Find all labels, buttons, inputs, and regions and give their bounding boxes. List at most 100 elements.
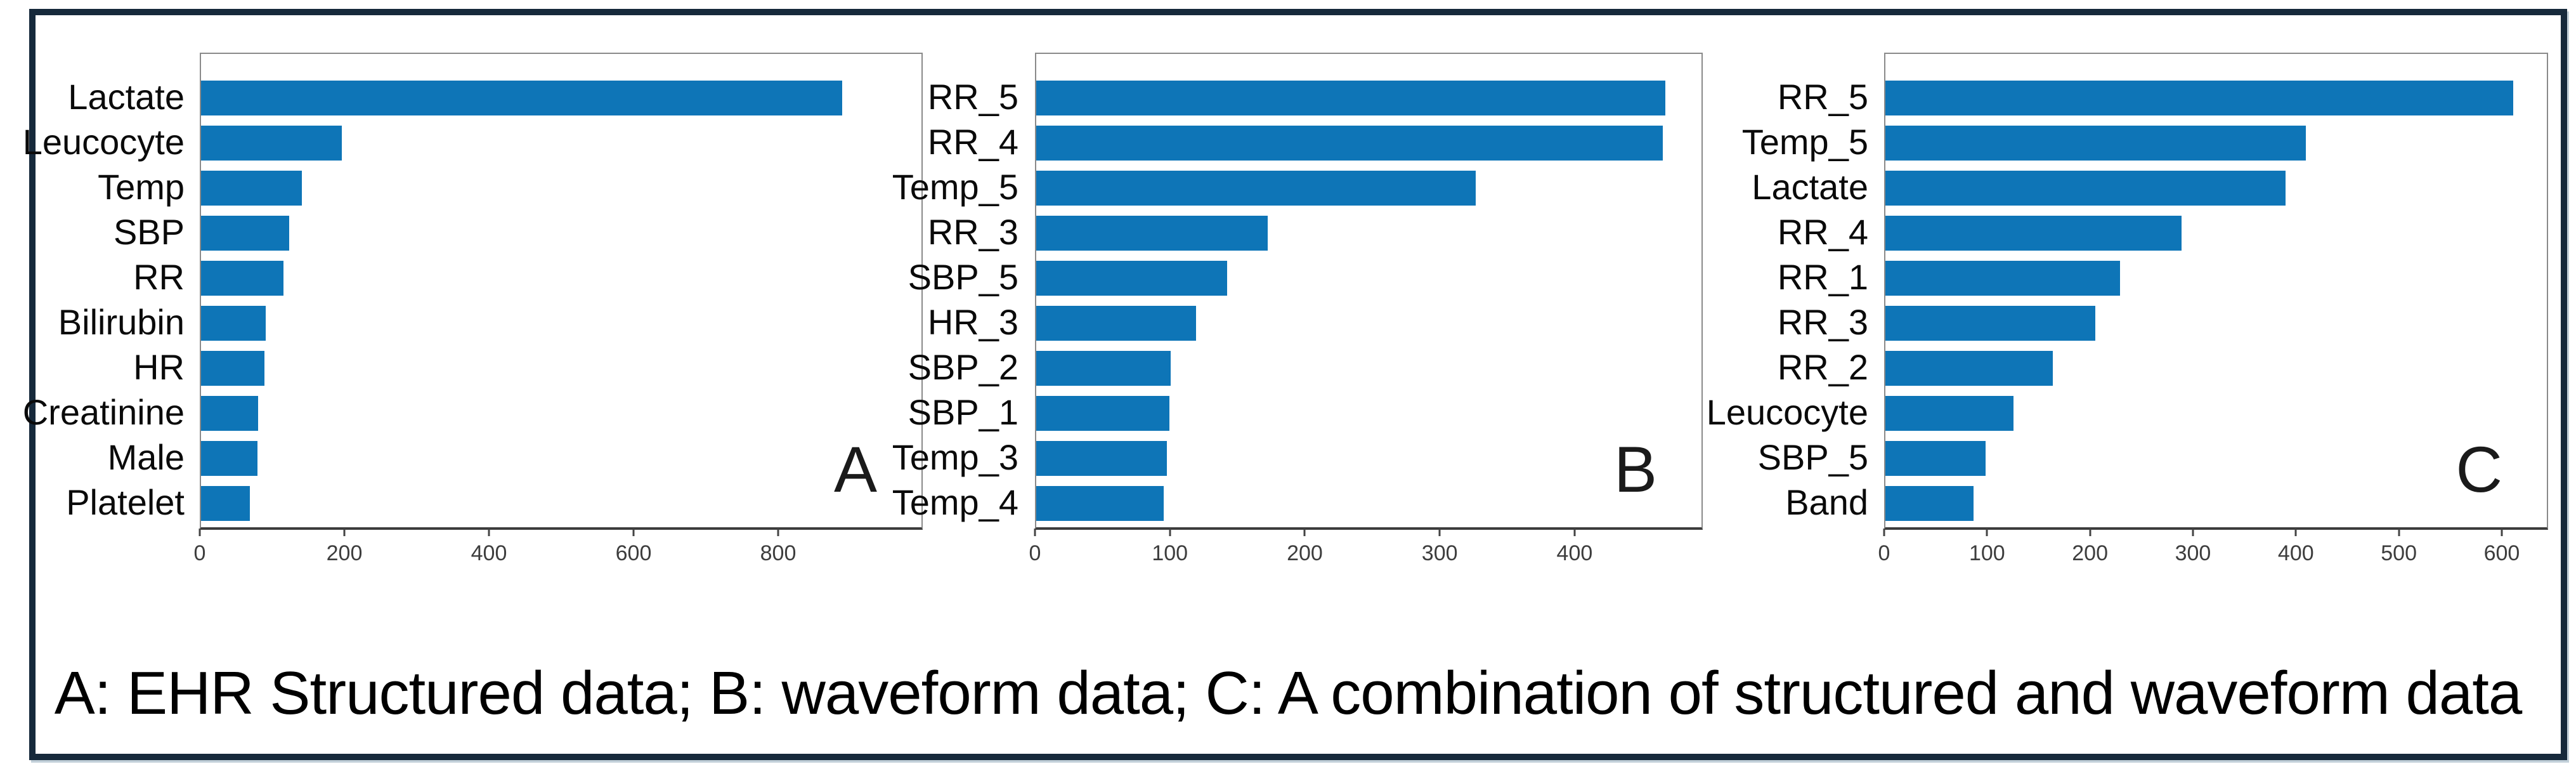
y-tick-label: Bilirubin	[58, 302, 185, 342]
bar-row	[201, 301, 921, 346]
y-tick-label: Creatinine	[22, 392, 185, 432]
bar-row	[201, 211, 921, 256]
bar	[1036, 261, 1227, 296]
y-tick-label: SBP	[113, 212, 185, 252]
x-tick-mark	[777, 529, 779, 536]
y-tick-label: SBP_2	[907, 347, 1018, 387]
panel-label: A	[833, 433, 877, 506]
x-tick-label: 0	[193, 541, 206, 565]
x-axis: 0 100 200 300 400	[1029, 529, 1703, 587]
plot-area: A	[200, 53, 923, 530]
x-tick-mark	[1573, 529, 1576, 536]
y-tick-label: RR_5	[1777, 77, 1868, 117]
y-tick-label: SBP_1	[907, 392, 1018, 432]
bar	[201, 261, 283, 296]
x-tick-label: 100	[1968, 541, 2005, 565]
x-tick-mark	[2192, 529, 2194, 536]
bar-row	[201, 76, 921, 121]
bar	[1036, 306, 1197, 341]
x-tick-label: 500	[2381, 541, 2417, 565]
bar-row	[1885, 391, 2547, 436]
bar	[201, 216, 289, 251]
x-tick-mark	[1034, 529, 1036, 536]
bar	[201, 171, 302, 206]
bar-row	[1885, 256, 2547, 301]
plot-area: C	[1884, 53, 2548, 530]
bar-row	[1036, 436, 1701, 481]
x-tick-label: 300	[2175, 541, 2211, 565]
y-tick-label: SBP_5	[907, 257, 1018, 297]
y-tick-label: Lactate	[68, 77, 185, 117]
x-tick-label: 400	[471, 541, 507, 565]
bar	[1885, 261, 2121, 296]
y-axis-labels: Lactate Leucocyte Temp SBP RR Bilirubin HR Crea…	[22, 74, 193, 525]
y-tick-label: Temp_4	[892, 482, 1018, 522]
panel-label: C	[2456, 433, 2502, 506]
bar	[1885, 351, 2053, 386]
x-tick-label: 200	[1287, 541, 1323, 565]
bar-row	[201, 166, 921, 211]
y-tick-label: RR_5	[927, 77, 1018, 117]
y-tick-label: HR	[133, 347, 185, 387]
x-tick-label: 600	[615, 541, 652, 565]
bar-row	[1036, 166, 1701, 211]
bar-row	[1036, 391, 1701, 436]
y-tick-label: HR_3	[927, 302, 1018, 342]
x-tick-label: 200	[326, 541, 363, 565]
bar	[1036, 486, 1164, 521]
x-tick-label: 800	[760, 541, 797, 565]
x-tick-mark	[2089, 529, 2091, 536]
bar-row	[1036, 301, 1701, 346]
bar	[201, 306, 266, 341]
bar-row	[1885, 481, 2547, 526]
bar-row	[201, 121, 921, 166]
y-tick-label: Lactate	[1752, 167, 1868, 207]
bar-row	[1036, 256, 1701, 301]
x-tick-label: 0	[1029, 541, 1041, 565]
x-tick-label: 400	[1556, 541, 1593, 565]
y-tick-label: Male	[107, 437, 185, 477]
bar-row	[1885, 346, 2547, 391]
bars-container	[201, 76, 921, 526]
y-tick-label: RR_3	[927, 212, 1018, 252]
bar-row	[1036, 211, 1701, 256]
x-tick-label: 200	[2072, 541, 2109, 565]
x-tick-mark	[1883, 529, 1885, 536]
panel-label: B	[1613, 433, 1657, 506]
bars-container	[1036, 76, 1701, 526]
x-tick-label: 100	[1152, 541, 1188, 565]
bar	[1885, 486, 1974, 521]
x-tick-label: 300	[1421, 541, 1458, 565]
bar-chart-panel-a: Lactate Leucocyte Temp SBP RR Bilirubin HR Crea…	[22, 53, 935, 636]
x-tick-mark	[2501, 529, 2503, 536]
y-tick-label: RR	[133, 257, 185, 297]
y-tick-label: RR_4	[927, 122, 1018, 162]
x-tick-mark	[1169, 529, 1171, 536]
bar	[1036, 396, 1169, 431]
bar-row	[1885, 166, 2547, 211]
bar-row	[201, 436, 921, 481]
bar	[1885, 306, 2096, 341]
bar	[201, 126, 342, 161]
x-tick-label: 600	[2483, 541, 2520, 565]
bar	[201, 486, 250, 521]
bar	[1036, 351, 1171, 386]
x-tick-label: 400	[2277, 541, 2314, 565]
x-tick-mark	[2294, 529, 2297, 536]
y-tick-label: Leucocyte	[22, 122, 185, 162]
bar	[1036, 171, 1476, 206]
bar	[1885, 441, 1986, 476]
plot-area: B	[1035, 53, 1703, 530]
bar	[1036, 81, 1665, 115]
y-axis-labels: RR_5 RR_4 Temp_5 RR_3 SBP_5 HR_3 SBP_2 SBP_1 Tem…	[856, 74, 1027, 525]
bar-row	[1885, 436, 2547, 481]
bar-row	[1036, 346, 1701, 391]
bar	[1885, 171, 2286, 206]
bar-row	[201, 481, 921, 526]
x-tick-mark	[2398, 529, 2400, 536]
bar-row	[201, 391, 921, 436]
bars-container	[1885, 76, 2547, 526]
x-tick-mark	[488, 529, 490, 536]
bar-row	[1885, 121, 2547, 166]
x-tick-mark	[1986, 529, 1988, 536]
